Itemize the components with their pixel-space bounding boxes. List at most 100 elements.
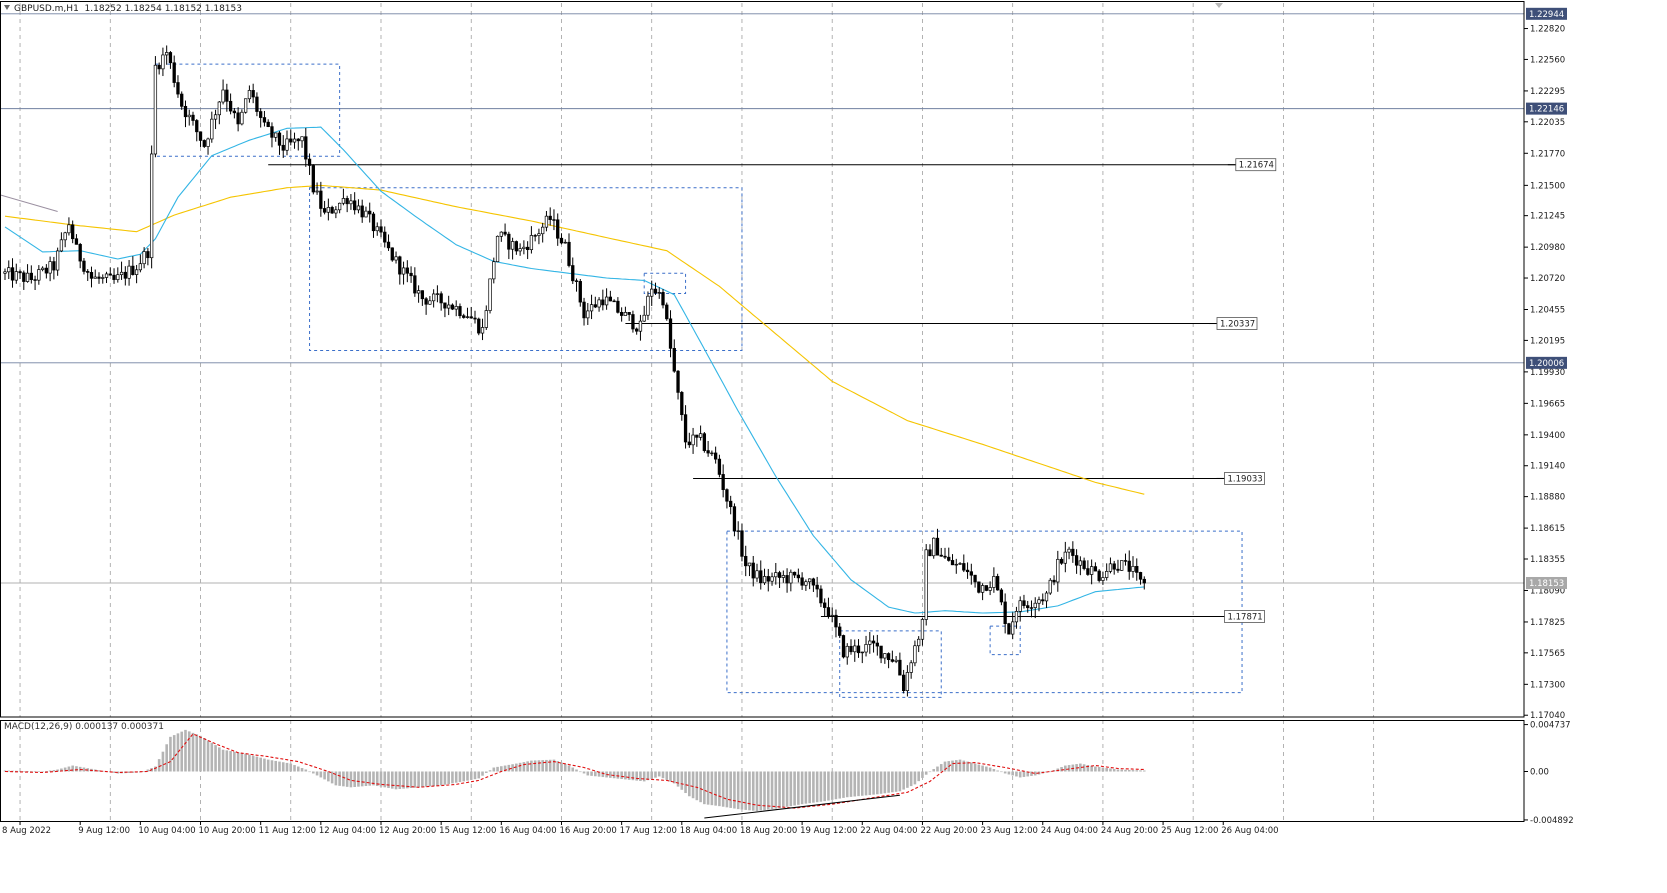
- price-tick-label: 1.17040: [1530, 711, 1565, 721]
- price-tick-label: 1.20455: [1530, 306, 1565, 316]
- candle-down: [368, 210, 372, 215]
- macd-header: MACD(12,26,9) 0.000137 0.000371: [4, 722, 164, 732]
- price-tick-label: 1.18355: [1530, 555, 1565, 565]
- candle-down: [462, 315, 466, 318]
- candle-down: [548, 215, 552, 220]
- ohlc-label: 1.18252 1.18254 1.18152 1.18153: [84, 4, 242, 14]
- macd-bar: [981, 765, 984, 772]
- candle-down: [146, 251, 150, 259]
- candle-down: [856, 645, 861, 654]
- level-tag-box: [1216, 317, 1258, 330]
- macd-bar: [868, 771, 872, 796]
- candle-up: [762, 576, 767, 584]
- candle-down: [977, 581, 981, 593]
- candle-down: [198, 131, 203, 141]
- candle-up: [484, 310, 488, 328]
- macd-bar: [157, 759, 161, 772]
- candle-up: [894, 659, 898, 662]
- candle-down: [296, 138, 300, 142]
- candle-down: [195, 120, 199, 133]
- macd-bar: [680, 771, 684, 790]
- time-tick-label: 10 Aug 20:00: [199, 826, 256, 836]
- candle-down: [22, 272, 26, 282]
- macd-bar: [793, 771, 796, 806]
- macd-bar: [406, 771, 409, 789]
- macd-trendline: [704, 794, 900, 819]
- candle-down: [939, 554, 943, 557]
- candle-down: [82, 260, 86, 272]
- candle-down: [281, 144, 285, 151]
- macd-bar: [808, 771, 811, 804]
- macd-bar: [665, 771, 669, 780]
- price-tick-label: 1.19400: [1530, 431, 1565, 441]
- candle-down: [473, 317, 477, 320]
- candle-up: [213, 114, 218, 120]
- chart-shift-marker[interactable]: [1215, 3, 1223, 8]
- candle-down: [1022, 600, 1026, 606]
- price-tag-box: [1526, 356, 1567, 369]
- macd-bar: [872, 771, 875, 795]
- candle-down: [706, 450, 710, 454]
- macd-bar: [281, 762, 285, 772]
- candle-down: [251, 90, 255, 98]
- candle-down: [792, 571, 797, 576]
- macd-bar: [240, 753, 244, 772]
- macd-bar: [458, 771, 462, 783]
- macd-bar: [751, 771, 755, 811]
- macd-bar: [1064, 765, 1067, 772]
- macd-bar: [958, 759, 962, 772]
- candle-down: [815, 584, 819, 590]
- macd-bar: [774, 771, 778, 809]
- candle-down: [973, 574, 977, 583]
- macd-bar: [327, 771, 330, 782]
- macd-bar: [1131, 770, 1135, 772]
- macd-bar: [1124, 769, 1127, 772]
- macd-bar: [251, 755, 255, 772]
- macd-bar: [917, 771, 920, 782]
- candle-down: [74, 238, 79, 245]
- candle-up: [134, 269, 139, 275]
- macd-bar: [259, 757, 262, 772]
- candle-down: [191, 114, 195, 121]
- candle-up: [755, 570, 759, 579]
- time-tick-label: 18 Aug 20:00: [740, 826, 797, 836]
- macd-bar: [672, 771, 676, 784]
- macd-bar: [176, 733, 180, 772]
- macd-bar: [582, 771, 586, 774]
- candle-up: [864, 644, 868, 653]
- macd-bar: [1116, 769, 1120, 772]
- candle-down: [330, 207, 334, 214]
- level-tag-label: 1.21674: [1239, 161, 1274, 171]
- macd-bar: [522, 762, 526, 772]
- range-box: [989, 625, 1021, 656]
- macd-trendline-line: [704, 794, 900, 819]
- macd-bar: [300, 768, 304, 772]
- macd-bar: [172, 735, 176, 772]
- candle-down: [627, 312, 631, 315]
- candle-up: [142, 251, 146, 265]
- macd-bar: [714, 771, 717, 806]
- candle-down: [533, 235, 537, 237]
- macd-bar: [706, 771, 710, 805]
- range-box: [839, 630, 942, 698]
- candle-up: [1056, 558, 1060, 583]
- macd-bar: [657, 771, 661, 777]
- macd-axis: 0.004737 0.00 -0.004892: [1524, 721, 1574, 826]
- collapse-triangle-icon[interactable]: [4, 5, 10, 10]
- candle-down: [661, 292, 665, 306]
- candle-down: [811, 578, 816, 586]
- candle-up: [138, 263, 143, 271]
- macd-bar: [1120, 769, 1124, 772]
- candle-up: [913, 645, 917, 664]
- candle-down: [556, 219, 560, 239]
- macd-bar: [943, 761, 947, 772]
- macd-bar: [180, 731, 184, 772]
- candle-up: [747, 562, 752, 567]
- macd-bar: [533, 760, 537, 772]
- macd-bar: [879, 771, 883, 794]
- macd-bar: [575, 769, 578, 772]
- candle-up: [416, 290, 421, 294]
- candle-down: [262, 117, 267, 123]
- candle-down: [582, 301, 586, 319]
